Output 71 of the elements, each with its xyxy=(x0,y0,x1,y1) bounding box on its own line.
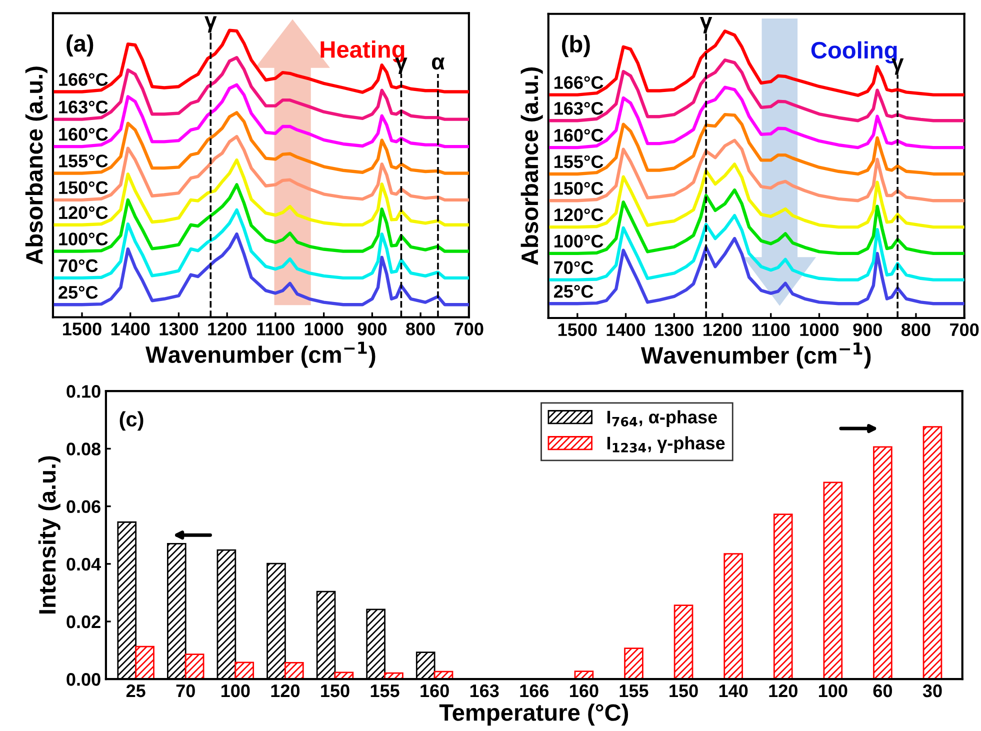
x-tick-label: 900 xyxy=(853,323,882,336)
series-label: 155°C xyxy=(554,155,604,168)
x-tick-label: 140 xyxy=(719,684,748,698)
x-tick-label: 1100 xyxy=(257,322,294,336)
x-tick-label: 1100 xyxy=(752,323,790,336)
x-tick-label: 700 xyxy=(454,322,484,336)
x-tick-label: 155 xyxy=(370,684,400,698)
x-tick-label: 30 xyxy=(922,684,942,698)
x-tick-label: 800 xyxy=(406,322,435,336)
x-tick-label: 800 xyxy=(901,323,930,336)
x-tick-label: 120 xyxy=(769,684,798,698)
annotation: (b) xyxy=(562,35,590,58)
series-label: 25°C xyxy=(58,286,98,299)
series-label: 160°C xyxy=(554,128,604,142)
x-tick-label: 1000 xyxy=(304,322,344,336)
x-tick-label: 155 xyxy=(620,684,648,698)
y-tick-label: 0.04 xyxy=(66,558,101,571)
x-axis-title: Temperature (°C) xyxy=(439,704,628,726)
series-label: 163°C xyxy=(59,100,108,114)
annotation: (c) xyxy=(120,411,144,431)
series-label: 70°C xyxy=(554,261,594,274)
annotation: (a) xyxy=(66,34,94,56)
x-axis-title: Wavenumber (cm$^{−1}$) xyxy=(146,342,376,368)
x-tick-label: 163 xyxy=(470,684,499,698)
x-tick-label: 1300 xyxy=(655,323,694,336)
x-tick-label: 100 xyxy=(818,684,848,698)
x-tick-label: 1500 xyxy=(63,322,102,336)
series-label: 120°C xyxy=(59,206,108,220)
y-tick-label: 0.10 xyxy=(66,385,100,398)
x-tick-label: 150 xyxy=(670,684,698,698)
legend-label: I$_{1234}$, γ-phase xyxy=(607,436,725,454)
y-axis-title: Absorbance (a.u.) xyxy=(25,66,48,264)
y-axis-title: Intensity (a.u.) xyxy=(38,456,60,614)
series-label: 160°C xyxy=(59,128,108,141)
x-tick-label: 25 xyxy=(126,684,146,698)
x-tick-label: 70 xyxy=(176,684,195,698)
series-label: 100°C xyxy=(554,234,604,248)
x-tick-label: 1200 xyxy=(704,323,742,336)
x-tick-label: 900 xyxy=(358,322,387,336)
y-axis-title: Absorbance (a.u.) xyxy=(520,67,543,266)
x-tick-label: 1200 xyxy=(208,322,246,336)
x-tick-label: 1300 xyxy=(160,322,198,336)
series-label: 70°C xyxy=(58,259,98,272)
series-label: 150°C xyxy=(59,181,108,194)
y-tick-label: 0.06 xyxy=(66,500,100,514)
x-tick-label: 1400 xyxy=(111,322,150,336)
ref-line-label: α xyxy=(432,57,445,70)
x-tick-label: 166 xyxy=(520,684,549,698)
series-label: 150°C xyxy=(554,182,604,195)
x-tick-label: 60 xyxy=(873,684,892,698)
x-tick-label: 1400 xyxy=(606,323,646,336)
x-tick-label: 160 xyxy=(420,684,449,698)
series-label: 163°C xyxy=(554,102,604,115)
x-tick-label: 700 xyxy=(950,323,979,336)
y-tick-label: 0.08 xyxy=(66,442,101,456)
y-tick-label: 0.00 xyxy=(66,673,100,686)
series-label: 120°C xyxy=(554,208,604,222)
x-tick-label: 1000 xyxy=(800,323,839,336)
y-tick-label: 0.02 xyxy=(66,615,100,628)
x-axis-title: Wavenumber (cm$^{−1}$) xyxy=(640,342,871,368)
x-tick-label: 100 xyxy=(221,684,250,698)
x-tick-label: 160 xyxy=(570,684,598,698)
series-label: 166°C xyxy=(59,73,108,86)
series-label: 100°C xyxy=(59,232,108,246)
x-tick-label: 150 xyxy=(321,684,350,698)
x-tick-label: 120 xyxy=(271,684,300,698)
series-label: 25°C xyxy=(554,284,594,298)
series-label: 166°C xyxy=(554,76,604,89)
legend-label: I$_{764}$, α-phase xyxy=(607,410,718,428)
series-label: 155°C xyxy=(59,154,108,168)
x-tick-label: 1500 xyxy=(558,323,597,336)
